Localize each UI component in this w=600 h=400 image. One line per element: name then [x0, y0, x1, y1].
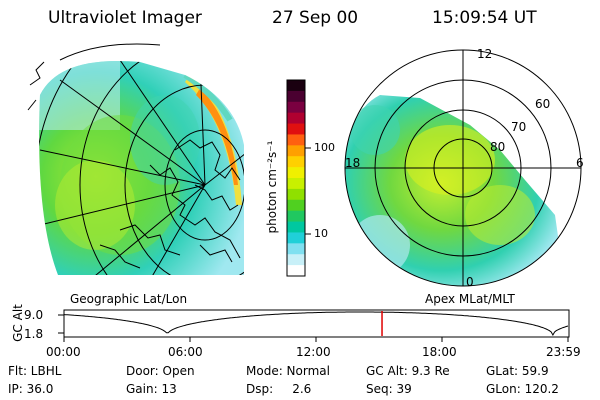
colorbar-swatch: [287, 178, 305, 190]
colorbar-swatch: [287, 254, 305, 266]
info-seq: Seq: 39: [366, 382, 412, 396]
timeline-xtick-1200: 12:00: [296, 345, 331, 359]
info-ip: IP: 36.0: [8, 382, 54, 396]
timeline-xtick-0000: 00:00: [46, 345, 81, 359]
timeline-xtick-0600: 06:00: [168, 345, 203, 359]
mlt-label-0: 0: [466, 275, 474, 289]
colorbar-swatch: [287, 167, 305, 179]
right-panel-label: Apex MLat/MLT: [425, 292, 515, 306]
mlat-label-80: 80: [490, 140, 506, 154]
colorbar-swatch: [287, 243, 305, 255]
colorbar-swatch: [287, 265, 305, 277]
colorbar-tick-100: 100: [314, 141, 335, 154]
colorbar-swatch: [287, 199, 305, 212]
info-gain: Gain: 13: [126, 382, 177, 396]
mlt-label-18: 18: [345, 156, 361, 170]
header-time: 15:09:54 UT: [432, 8, 537, 28]
colorbar-swatch: [287, 232, 305, 244]
info-gcalt: GC Alt: 9.3 Re: [366, 364, 450, 378]
colorbar-tick-10: 10: [314, 227, 328, 240]
info-mode: Mode: Normal: [246, 364, 330, 378]
info-flt: Flt: LBHL: [8, 364, 62, 378]
colorbar-swatch: [287, 156, 305, 168]
timeline-axis-label: GC Alt: [11, 304, 25, 342]
info-door: Door: Open: [126, 364, 195, 378]
left-panel-label: Geographic Lat/Lon: [70, 292, 188, 306]
colorbar-swatch: [287, 101, 305, 114]
timeline-xtick-1800: 18:00: [422, 345, 457, 359]
timeline-ytick-low: 1.8: [24, 327, 44, 341]
colorbar-swatch: [287, 145, 305, 157]
info-glat: GLat: 59.9: [486, 364, 549, 378]
mlat-label-70: 70: [511, 120, 527, 134]
header-date: 27 Sep 00: [272, 8, 359, 28]
colorbar-swatch: [287, 112, 305, 125]
mlat-label-60: 60: [535, 97, 551, 111]
mlt-label-6: 6: [576, 156, 584, 170]
instrument-title: Ultraviolet Imager: [48, 8, 202, 28]
colorbar-swatch: [287, 188, 305, 201]
timeline-xtick-2359: 23:59: [546, 345, 581, 359]
info-glon: GLon: 120.2: [486, 382, 559, 396]
colorbar-swatch: [287, 134, 305, 146]
colorbar-swatch: [287, 221, 305, 233]
timeline-ytick-high: 9.0: [24, 308, 44, 322]
mlt-label-12: 12: [477, 47, 493, 61]
info-dsp: Dsp: 2.6: [246, 382, 312, 396]
colorbar-swatch: [287, 80, 305, 92]
colorbar-swatch: [287, 210, 305, 223]
colorbar-swatch: [287, 90, 305, 103]
colorbar-swatch: [287, 123, 305, 135]
